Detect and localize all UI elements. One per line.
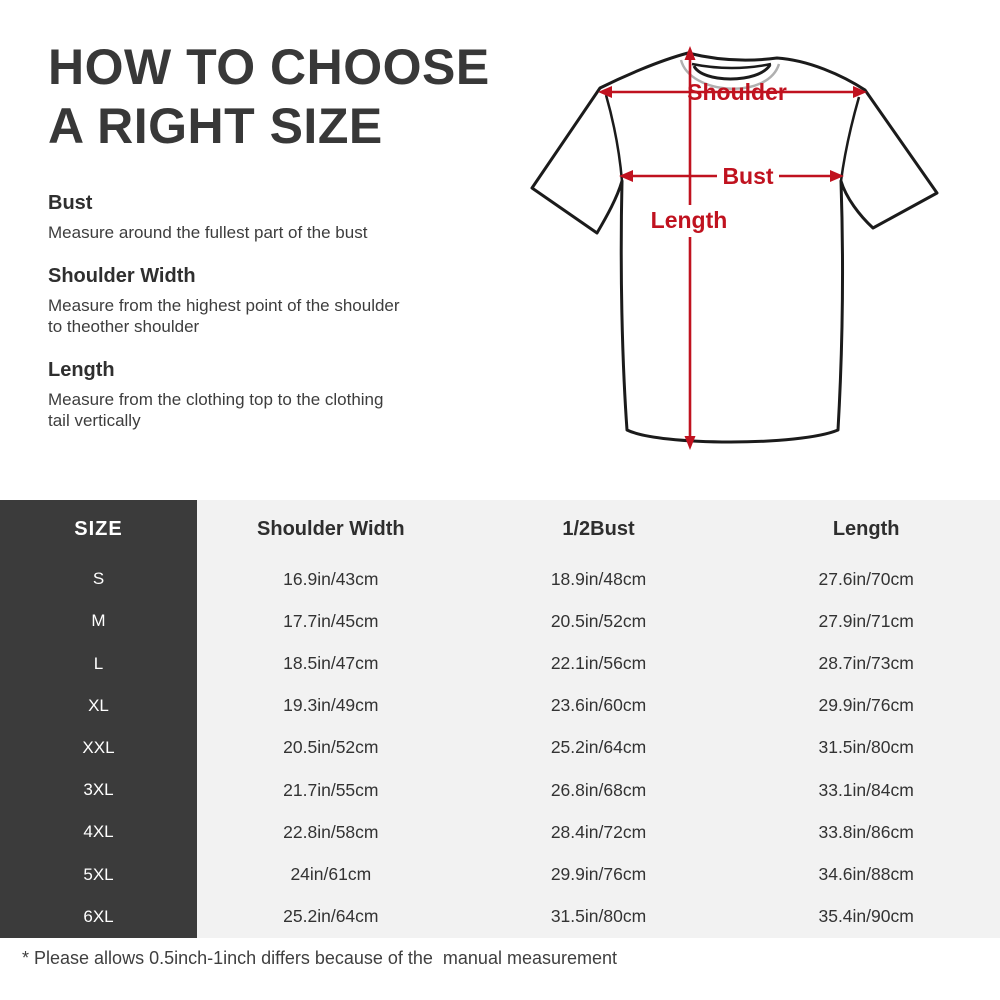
size-table: SIZE Shoulder Width 1/2Bust Length S 16.9…	[0, 500, 1000, 938]
table-cell-half-bust: 18.9in/48cm	[550, 568, 647, 589]
neckline	[692, 64, 772, 81]
table-cell-shoulder: 21.7in/55cm	[283, 779, 379, 800]
table-cell-half-bust: 28.4in/72cm	[550, 821, 647, 842]
instruction-length-text: Measure from the clothing top to the clo…	[48, 390, 384, 430]
bust-arrowhead-left	[619, 170, 633, 182]
table-cell-shoulder: 17.7in/45cm	[283, 610, 379, 631]
table-cell-length: 29.9in/76cm	[818, 695, 914, 716]
instruction-bust: Bust Measure around the fullest part of …	[48, 192, 406, 243]
shoulder-arrowhead-right	[853, 86, 867, 98]
page-title: HOW TO CHOOSE A RIGHT SIZE	[48, 38, 490, 156]
table-row-size: S	[92, 569, 105, 589]
instruction-shoulder-text: Measure from the highest point of the sh…	[48, 296, 400, 336]
tshirt-diagram-svg: Shoulder Bust Length	[530, 46, 939, 450]
left-sleeve-seam	[604, 94, 624, 182]
page-title-line1: HOW TO CHOOSE	[48, 39, 490, 95]
table-cell-length: 35.4in/90cm	[818, 906, 914, 927]
table-row-size: 3XL	[83, 780, 114, 800]
header-size: SIZE	[74, 517, 123, 540]
table-cell-length: 27.6in/70cm	[818, 568, 914, 589]
page-title-line2: A RIGHT SIZE	[48, 98, 383, 154]
bust-arrowhead-right	[830, 170, 844, 182]
table-cell-length: 28.7in/73cm	[818, 653, 914, 674]
bust-label: Bust	[722, 163, 773, 189]
table-cell-length: 31.5in/80cm	[818, 737, 914, 758]
table-cell-half-bust: 22.1in/56cm	[550, 653, 647, 674]
table-cell-shoulder: 18.5in/47cm	[283, 653, 379, 674]
table-row-size: XXL	[82, 737, 115, 757]
table-cell-shoulder: 20.5in/52cm	[283, 737, 379, 758]
table-cell-length: 27.9in/71cm	[818, 610, 914, 631]
table-cell-shoulder: 25.2in/64cm	[283, 906, 379, 927]
table-cell-shoulder: 19.3in/49cm	[283, 695, 379, 716]
instruction-length: Length Measure from the clothing top to …	[48, 359, 406, 431]
table-row-size: 6XL	[83, 906, 114, 926]
instruction-length-heading: Length	[48, 359, 115, 381]
table-cell-shoulder: 16.9in/43cm	[283, 568, 379, 589]
table-cell-half-bust: 25.2in/64cm	[550, 737, 647, 758]
right-sleeve-seam	[839, 96, 861, 182]
table-cell-length: 33.1in/84cm	[818, 779, 914, 800]
table-body-background	[197, 500, 1000, 938]
tshirt-measurement-diagram: Shoulder Bust Length	[520, 20, 980, 460]
header-length: Length	[832, 517, 900, 540]
instruction-shoulder-width: Shoulder Width Measure from the highest …	[48, 265, 406, 337]
instruction-bust-text: Measure around the fullest part of the b…	[48, 223, 368, 242]
header-half-bust: 1/2Bust	[562, 517, 635, 540]
measurement-instructions: Bust Measure around the fullest part of …	[48, 192, 406, 453]
instruction-bust-heading: Bust	[48, 192, 93, 214]
instruction-shoulder-heading: Shoulder Width	[48, 265, 196, 287]
size-table-grid: SIZE Shoulder Width 1/2Bust Length S 16.9…	[0, 500, 1000, 938]
table-cell-half-bust: 29.9in/76cm	[550, 864, 647, 885]
measurement-arrows	[604, 58, 861, 438]
table-cell-half-bust: 23.6in/60cm	[550, 695, 647, 716]
shoulder-arrowhead-left	[598, 86, 612, 98]
table-cell-length: 34.6in/88cm	[818, 864, 914, 885]
table-cell-half-bust: 20.5in/52cm	[550, 610, 647, 631]
table-row-size: 5XL	[83, 864, 114, 884]
tshirt-outline	[530, 51, 939, 444]
table-row-size: L	[93, 653, 104, 673]
collar-band-line	[691, 62, 772, 70]
size-column-background	[0, 500, 197, 938]
table-cell-length: 33.8in/86cm	[818, 821, 914, 842]
table-cell-half-bust: 26.8in/68cm	[550, 779, 647, 800]
table-row-size: 4XL	[83, 822, 114, 842]
length-label: Length	[651, 207, 728, 233]
collar-shadow-line	[679, 59, 781, 90]
dimension-labels: Shoulder Bust Length	[651, 79, 787, 233]
length-arrowhead-top	[684, 46, 696, 60]
shoulder-label: Shoulder	[687, 79, 787, 105]
table-row-size: XL	[88, 695, 109, 715]
table-row-size: M	[91, 611, 106, 631]
length-arrowhead-bottom	[684, 436, 696, 450]
measurement-footnote: * Please allows 0.5inch-1inch differs be…	[22, 948, 618, 968]
arrowheads	[598, 46, 867, 450]
table-cell-shoulder: 22.8in/58cm	[283, 821, 379, 842]
table-cell-half-bust: 31.5in/80cm	[550, 906, 647, 927]
table-cell-shoulder: 24in/61cm	[290, 864, 372, 885]
header-shoulder-width: Shoulder Width	[257, 517, 405, 540]
